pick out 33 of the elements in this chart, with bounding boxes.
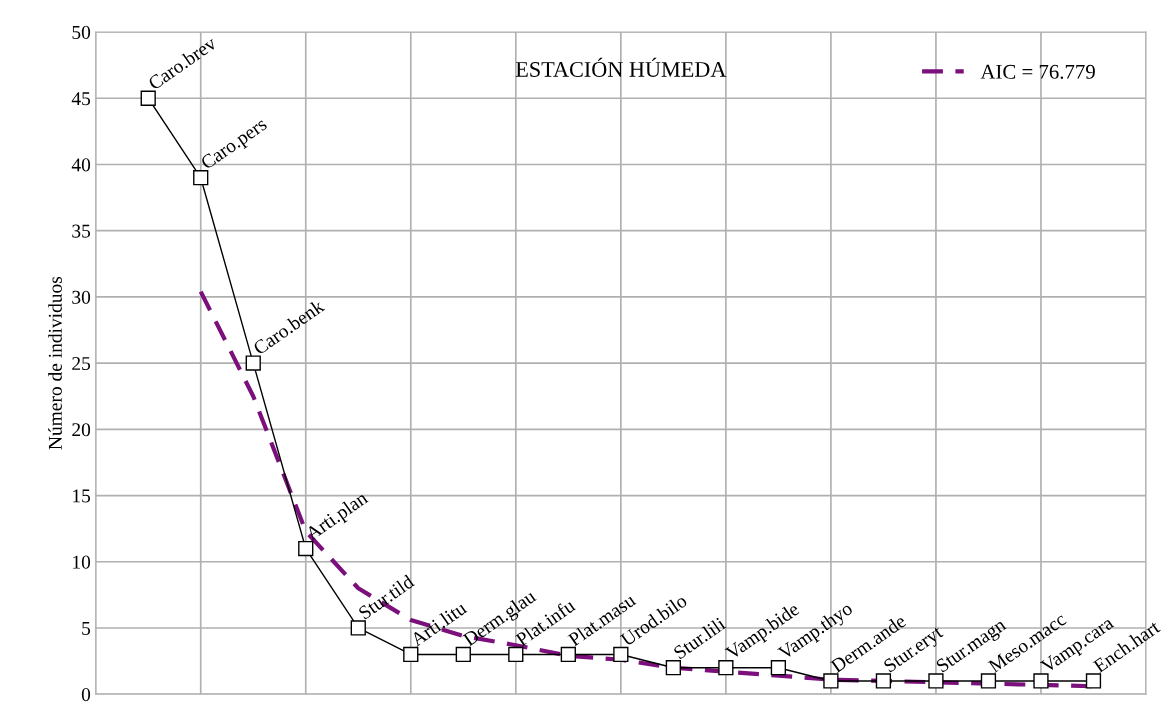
y-tick-label: 5 bbox=[82, 622, 91, 635]
point bbox=[980, 673, 997, 689]
y-tick-label: 50 bbox=[72, 25, 91, 39]
point bbox=[193, 170, 209, 186]
point bbox=[245, 355, 261, 371]
y-tick-label: 20 bbox=[72, 423, 91, 437]
point bbox=[823, 673, 839, 689]
legend-label: AIC = 76.779 bbox=[980, 64, 1095, 79]
point bbox=[770, 660, 787, 676]
y-tick-label: 40 bbox=[71, 158, 91, 172]
point bbox=[665, 660, 681, 676]
point bbox=[560, 646, 576, 663]
point bbox=[613, 646, 629, 663]
point bbox=[1033, 673, 1049, 689]
y-tick-label: 25 bbox=[72, 356, 91, 371]
point bbox=[140, 90, 156, 106]
point bbox=[508, 646, 524, 663]
point bbox=[875, 673, 892, 689]
point bbox=[298, 540, 314, 557]
y-tick-label: 10 bbox=[73, 555, 91, 569]
point bbox=[928, 673, 944, 689]
y-tick-label: 30 bbox=[72, 290, 91, 304]
y-tick-label: 45 bbox=[71, 92, 91, 106]
point bbox=[1085, 673, 1102, 689]
y-tick-label: 35 bbox=[72, 224, 91, 238]
y-axis-title: Número de individuos bbox=[48, 276, 62, 450]
point bbox=[350, 620, 366, 636]
point bbox=[403, 646, 419, 663]
text: ESTACIÓN HÚMEDA bbox=[515, 57, 727, 77]
y-tick-label: 15 bbox=[73, 489, 91, 503]
y-tick-label: 0 bbox=[81, 688, 91, 702]
point bbox=[718, 660, 734, 676]
point bbox=[455, 646, 471, 663]
